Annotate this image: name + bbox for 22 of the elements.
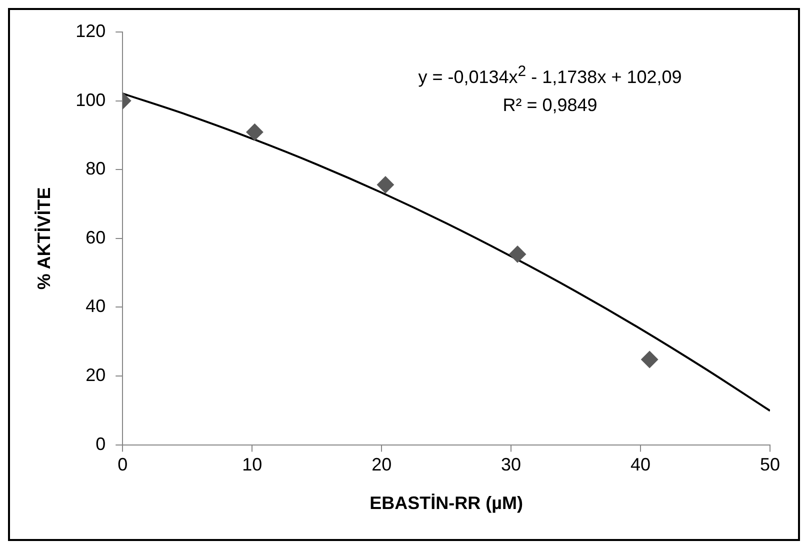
annotation: R² = 0,9849 — [502, 94, 598, 117]
x-axis-title: EBASTİN-RR (µM) — [370, 493, 523, 514]
y-tick-label: 80 — [86, 158, 106, 179]
point — [509, 246, 526, 263]
y-tick-label: 20 — [86, 364, 106, 385]
y-axis-title: % AKTİVİTE — [34, 187, 54, 290]
y-tick-label: 60 — [86, 227, 106, 248]
x-tick-label: 20 — [372, 454, 392, 475]
y-tick-label: 0 — [96, 434, 106, 454]
x-tick-label: 40 — [630, 454, 651, 475]
point — [641, 350, 658, 368]
point — [246, 124, 264, 141]
y-tick-label: 120 — [76, 20, 106, 41]
line-series — [122, 92, 770, 412]
x-tick-label: 30 — [501, 454, 522, 475]
point — [376, 176, 394, 194]
y-tick-label: 40 — [86, 296, 106, 316]
x-tick-label: 0 — [118, 454, 128, 475]
annotation: y = -0,0134x$^{2}$ - 1,1738x + 102,09 — [417, 62, 683, 89]
y-tick-label: 100 — [76, 90, 106, 110]
x-tick-label: 10 — [242, 454, 262, 475]
x-tick-label: 50 — [760, 454, 780, 475]
